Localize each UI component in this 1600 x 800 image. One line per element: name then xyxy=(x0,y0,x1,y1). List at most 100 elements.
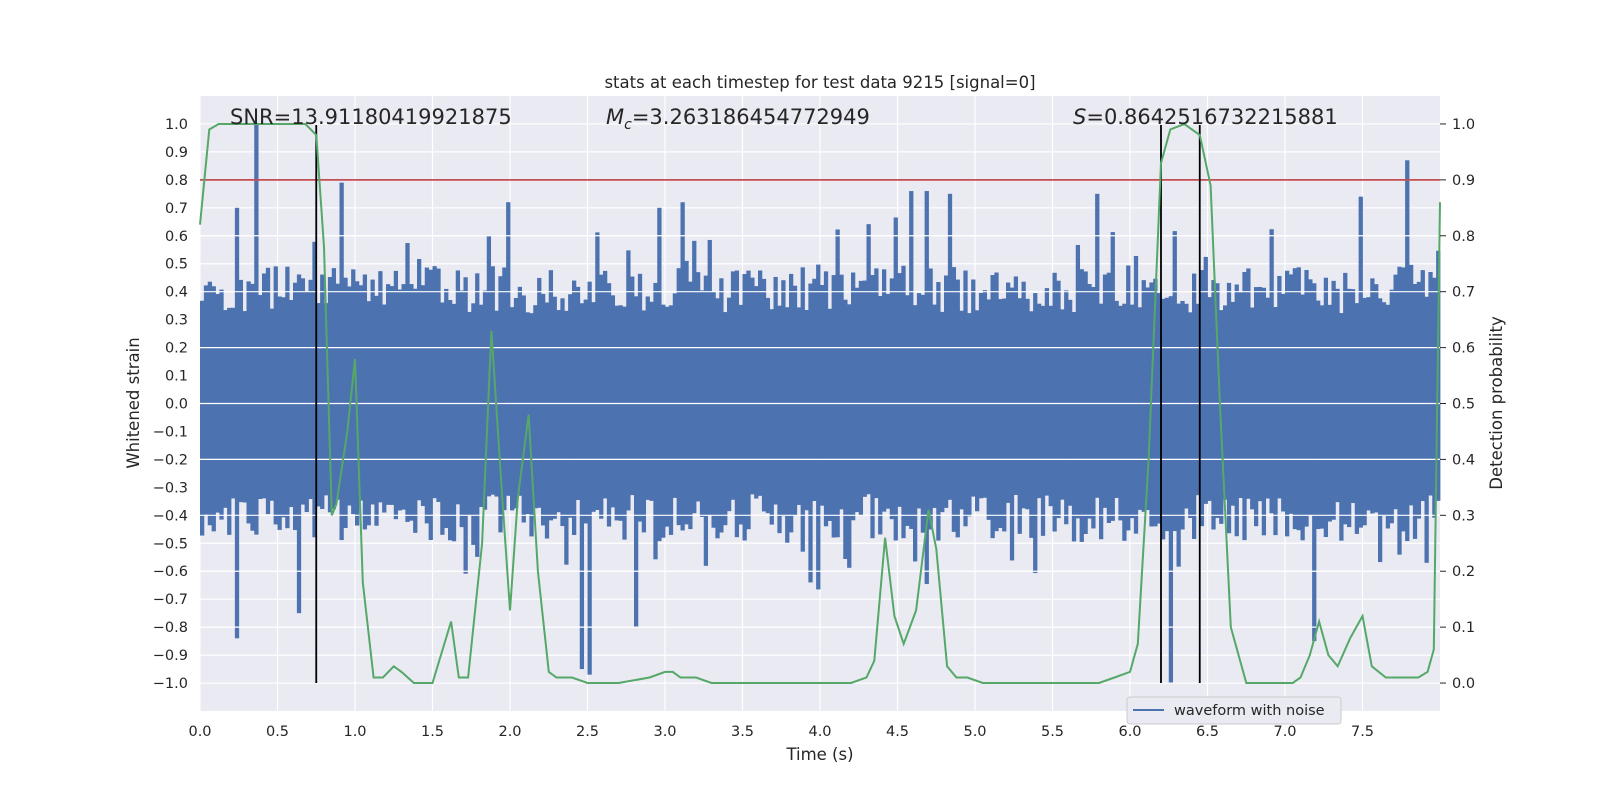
waveform-sample xyxy=(719,278,724,533)
waveform-sample xyxy=(242,311,247,503)
waveform-sample xyxy=(963,270,968,527)
waveform-sample xyxy=(463,277,468,574)
waveform-sample xyxy=(1420,270,1425,502)
waveform-sample xyxy=(1099,303,1104,540)
waveform-sample xyxy=(746,270,751,530)
waveform-sample xyxy=(397,289,402,511)
chirp-mass-symbol: M xyxy=(606,105,624,129)
waveform-sample xyxy=(711,291,716,528)
waveform-sample xyxy=(1416,281,1422,519)
waveform-sample xyxy=(277,296,282,530)
waveform-sample xyxy=(614,305,619,521)
waveform-sample xyxy=(1091,286,1096,529)
waveform-sample xyxy=(1304,270,1309,527)
waveform-sample xyxy=(885,293,891,509)
waveform-sample xyxy=(1428,272,1433,496)
waveform-sample xyxy=(1157,293,1162,524)
waveform-sample xyxy=(1238,292,1243,499)
waveform-sample xyxy=(905,295,910,526)
waveform-sample xyxy=(1254,287,1259,527)
waveform-sample xyxy=(1029,311,1034,538)
waveform-sample xyxy=(1234,284,1239,537)
x-tick-label: 3.5 xyxy=(731,724,754,740)
left-y-tick-label: 0.8 xyxy=(165,173,188,189)
waveform-sample xyxy=(1269,229,1274,514)
waveform-sample xyxy=(893,217,898,541)
waveform-sample xyxy=(1164,297,1170,532)
waveform-sample xyxy=(1335,288,1340,503)
left-y-tick-label: 0.0 xyxy=(165,397,188,413)
waveform-sample xyxy=(1358,196,1363,528)
waveform-sample xyxy=(475,273,480,557)
waveform-sample xyxy=(862,280,867,497)
waveform-sample xyxy=(1184,303,1189,509)
waveform-sample xyxy=(389,286,395,505)
waveform-sample xyxy=(913,305,918,562)
waveform-sample xyxy=(707,239,712,515)
waveform-sample xyxy=(339,182,344,541)
waveform-sample xyxy=(847,304,852,568)
waveform-sample xyxy=(680,202,685,531)
waveform-sample xyxy=(273,266,278,525)
waveform-sample xyxy=(959,310,964,510)
waveform-sample xyxy=(1106,272,1112,523)
waveform-sample xyxy=(300,278,306,505)
waveform-sample xyxy=(448,300,453,541)
waveform-sample xyxy=(401,284,406,510)
waveform-sample xyxy=(436,268,441,502)
waveform-sample xyxy=(978,292,984,499)
waveform-sample xyxy=(444,288,449,529)
legend-box xyxy=(1126,696,1342,725)
waveform-sample xyxy=(234,207,240,639)
right-y-tick-label: 0.8 xyxy=(1452,229,1475,245)
waveform-sample xyxy=(579,303,585,670)
waveform-sample xyxy=(1130,304,1135,519)
waveform-sample xyxy=(1381,302,1387,517)
left-y-tick-label: 1.0 xyxy=(165,117,188,133)
waveform-sample xyxy=(916,293,922,509)
left-y-tick-label: 0.1 xyxy=(165,369,188,385)
waveform-sample xyxy=(1339,313,1344,541)
waveform-sample xyxy=(1102,274,1108,508)
x-tick-label: 1.0 xyxy=(343,724,366,740)
left-y-tick-label: −0.2 xyxy=(153,452,188,468)
right-y-axis-label: Detection probability xyxy=(1487,316,1506,490)
waveform-sample xyxy=(785,307,790,543)
waveform-sample xyxy=(1277,275,1282,499)
waveform-sample xyxy=(758,270,763,496)
waveform-sample xyxy=(533,305,538,509)
waveform-sample xyxy=(1172,231,1177,532)
waveform-sample xyxy=(878,296,883,535)
waveform-sample xyxy=(1370,278,1375,514)
waveform-sample xyxy=(754,286,759,499)
waveform-sample xyxy=(1273,307,1278,536)
waveform-sample xyxy=(882,269,887,512)
right-y-tick-label: 0.1 xyxy=(1452,620,1475,636)
waveform-sample xyxy=(1060,309,1065,500)
waveform-sample xyxy=(1331,280,1336,520)
waveform-sample xyxy=(1327,304,1332,522)
waveform-sample xyxy=(622,306,627,540)
waveform-sample xyxy=(374,295,379,526)
waveform-sample xyxy=(343,277,348,528)
waveform-sample xyxy=(909,191,914,529)
x-tick-label: 6.5 xyxy=(1196,724,1219,740)
waveform-sample xyxy=(521,295,526,523)
waveform-sample xyxy=(742,273,747,541)
x-tick-label: 2.5 xyxy=(576,724,599,740)
x-tick-label: 4.5 xyxy=(886,724,909,740)
waveform-sample xyxy=(211,286,216,532)
waveform-sample xyxy=(1207,297,1212,501)
waveform-sample xyxy=(1009,287,1015,561)
waveform-sample xyxy=(1052,272,1057,532)
waveform-sample xyxy=(1013,276,1019,495)
waveform-sample xyxy=(378,271,383,503)
waveform-sample xyxy=(351,269,356,515)
waveform-sample xyxy=(591,302,596,512)
x-tick-label: 2.0 xyxy=(498,724,521,740)
left-y-tick-label: −0.6 xyxy=(153,564,188,580)
waveform-sample xyxy=(250,283,255,531)
left-y-tick-label: 0.9 xyxy=(165,145,188,161)
waveform-sample xyxy=(1079,269,1084,542)
waveform-sample xyxy=(304,291,309,513)
